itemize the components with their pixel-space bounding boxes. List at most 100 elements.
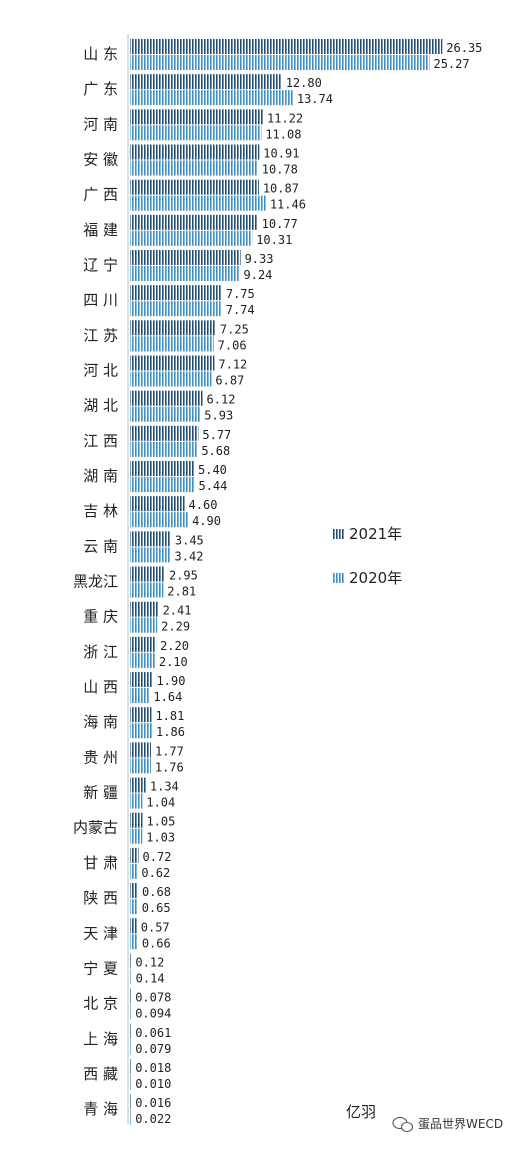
value-label-2021-0: 26.35 xyxy=(446,41,482,55)
value-label-2021-5: 10.77 xyxy=(262,217,298,231)
value-label-2021-29: 0.018 xyxy=(135,1061,171,1075)
value-label-2020-27: 0.094 xyxy=(135,1007,171,1021)
value-label-2020-0: 25.27 xyxy=(433,57,469,71)
value-label-2020-24: 0.65 xyxy=(142,901,171,915)
bar-2020-17 xyxy=(130,652,155,668)
value-label-2020-16: 2.29 xyxy=(161,620,190,634)
bar-2020-19 xyxy=(130,723,153,739)
bar-2020-3 xyxy=(130,160,258,176)
bar-2021-15 xyxy=(130,566,165,582)
bar-2021-11 xyxy=(130,425,199,441)
bar-2021-5 xyxy=(130,214,258,230)
bar-2020-25 xyxy=(130,934,138,950)
bar-2021-21 xyxy=(130,777,146,793)
bar-2021-27 xyxy=(130,988,132,1004)
value-label-2021-20: 1.77 xyxy=(155,744,184,758)
category-label-9: 河 北 xyxy=(83,362,118,380)
value-label-2020-14: 3.42 xyxy=(175,549,204,563)
category-label-29: 西 藏 xyxy=(83,1065,118,1083)
value-label-2021-8: 7.25 xyxy=(220,322,249,336)
category-labels: 山 东广 东河 南安 徽广 西福 建辽 宁四 川江 苏河 北湖 北江 西湖 南吉… xyxy=(73,45,118,1118)
bar-2021-28 xyxy=(130,1023,132,1039)
value-label-2020-20: 1.76 xyxy=(155,760,184,774)
bar-2020-12 xyxy=(130,477,195,493)
value-label-2021-27: 0.078 xyxy=(135,991,171,1005)
category-label-23: 甘 肃 xyxy=(83,854,118,872)
bar-2020-21 xyxy=(130,793,143,809)
category-label-2: 河 南 xyxy=(83,115,118,133)
value-label-2020-2: 11.08 xyxy=(265,127,301,141)
bar-2021-9 xyxy=(130,355,215,371)
value-label-2021-28: 0.061 xyxy=(135,1026,171,1040)
value-label-2021-18: 1.90 xyxy=(157,674,186,688)
value-label-2020-1: 13.74 xyxy=(297,92,333,106)
value-label-2021-25: 0.57 xyxy=(141,920,170,934)
value-label-2021-3: 10.91 xyxy=(263,147,299,161)
bar-2021-3 xyxy=(130,144,260,160)
bar-2020-28 xyxy=(130,1039,132,1055)
value-label-2020-18: 1.64 xyxy=(153,690,182,704)
unit-label: 亿羽 xyxy=(346,1103,376,1121)
value-label-2021-19: 1.81 xyxy=(155,709,184,723)
category-label-0: 山 东 xyxy=(83,45,118,63)
category-label-20: 贵 州 xyxy=(83,748,118,766)
value-label-2020-10: 5.93 xyxy=(204,409,233,423)
legend-label-2020: 2020年 xyxy=(349,569,402,587)
category-label-13: 吉 林 xyxy=(83,502,118,520)
bar-2020-24 xyxy=(130,899,138,915)
value-label-2020-17: 2.10 xyxy=(159,655,188,669)
value-label-2021-23: 0.72 xyxy=(143,850,172,864)
bar-2020-27 xyxy=(130,1004,132,1020)
value-label-2021-11: 5.77 xyxy=(202,428,231,442)
bar-2020-16 xyxy=(130,617,158,633)
bar-2020-11 xyxy=(130,441,198,457)
value-label-2020-13: 4.90 xyxy=(192,514,221,528)
wechat-icon xyxy=(392,1116,414,1133)
bar-2021-23 xyxy=(130,847,139,863)
bar-2021-16 xyxy=(130,601,159,617)
bar-2021-29 xyxy=(130,1058,132,1074)
bar-2021-24 xyxy=(130,883,139,899)
bar-2021-2 xyxy=(130,109,263,125)
bar-2020-13 xyxy=(130,512,189,528)
category-label-6: 辽 宁 xyxy=(83,256,118,274)
value-label-2020-7: 7.74 xyxy=(226,303,255,317)
value-label-2021-24: 0.68 xyxy=(142,885,171,899)
bar-2021-7 xyxy=(130,285,222,301)
bar-2020-23 xyxy=(130,863,138,879)
value-label-2021-10: 6.12 xyxy=(207,393,236,407)
bar-2021-26 xyxy=(130,953,132,969)
legend-swatch-2020 xyxy=(333,573,345,583)
value-label-2021-12: 5.40 xyxy=(198,463,227,477)
bar-2020-8 xyxy=(130,336,214,352)
value-label-2020-23: 0.62 xyxy=(141,866,170,880)
category-label-28: 上 海 xyxy=(83,1030,118,1048)
legend-item-2020: 2020年 xyxy=(333,569,402,587)
value-label-2021-16: 2.41 xyxy=(163,604,192,618)
bar-2020-30 xyxy=(130,1110,132,1126)
value-label-2021-9: 7.12 xyxy=(218,358,247,372)
category-label-3: 安 徽 xyxy=(83,151,118,169)
bar-2021-18 xyxy=(130,672,153,688)
value-label-2020-12: 5.44 xyxy=(198,479,227,493)
value-label-2021-7: 7.75 xyxy=(226,287,255,301)
value-label-2021-4: 10.87 xyxy=(263,182,299,196)
watermark-text: 蛋品世界WECD xyxy=(418,1117,503,1131)
bar-2021-20 xyxy=(130,742,151,758)
category-label-22: 内蒙古 xyxy=(73,819,118,837)
value-label-2020-15: 2.81 xyxy=(167,585,196,599)
category-label-26: 宁 夏 xyxy=(83,959,118,977)
value-label-2021-22: 1.05 xyxy=(146,815,175,829)
value-label-2021-15: 2.95 xyxy=(169,569,198,583)
value-label-2020-9: 6.87 xyxy=(215,374,244,388)
legend: 2021年 2020年 xyxy=(333,525,402,587)
value-label-2020-30: 0.022 xyxy=(135,1112,171,1126)
value-label-2020-22: 1.03 xyxy=(146,831,175,845)
bar-2020-26 xyxy=(130,969,132,985)
category-label-24: 陕 西 xyxy=(83,889,118,907)
bar-2020-5 xyxy=(130,230,253,246)
category-label-10: 湖 北 xyxy=(83,397,118,415)
bar-2020-22 xyxy=(130,828,143,844)
category-label-5: 福 建 xyxy=(83,221,118,239)
